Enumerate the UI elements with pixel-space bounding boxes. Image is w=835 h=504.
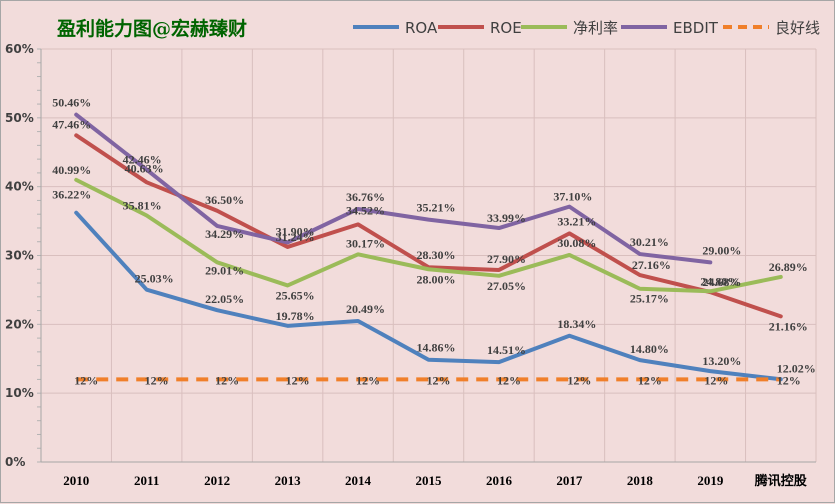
data-label-ROA: 36.22% <box>52 188 91 202</box>
data-label-EBDIT: 35.21% <box>417 201 456 215</box>
data-label-ROA: 19.78% <box>276 309 315 323</box>
data-label-净利率: 25.65% <box>276 288 315 302</box>
chart-title: 盈利能力图@宏赫臻财 <box>56 17 247 40</box>
y-tick-label: 10% <box>5 386 34 400</box>
series-line-EBDIT <box>74 112 713 265</box>
data-label-ROE: 27.90% <box>487 252 526 266</box>
x-axis: 2010 2011 2012 2013 2014 2015 2016 2017 2018 2019… <box>63 473 807 488</box>
x-tick-label: 2019 <box>697 473 724 488</box>
data-label-EBDIT: 30.21% <box>630 235 669 249</box>
series-group <box>74 112 783 382</box>
x-tick-label: 2011 <box>134 473 159 488</box>
data-label-净利率: 30.08% <box>557 236 596 250</box>
data-label-净利率: 35.81% <box>123 199 162 213</box>
y-axis: 0% 10% 20% 30% 40% 50% 60% <box>5 42 34 469</box>
data-label-良好线: 12% <box>704 373 728 387</box>
series-line-ROA <box>74 210 783 382</box>
x-tick-label: 2017 <box>556 473 583 488</box>
data-label-EBDIT: 29.00% <box>702 243 741 257</box>
data-label-净利率: 24.80% <box>700 274 739 288</box>
data-label-良好线: 12% <box>286 373 310 387</box>
data-label-良好线: 12% <box>215 373 239 387</box>
y-tick-label: 30% <box>5 249 34 263</box>
data-label-良好线: 12% <box>777 373 801 387</box>
data-label-ROE: 31.24% <box>276 230 315 244</box>
legend: ROA ROE 净利率 EBDIT 良好线 <box>353 19 820 37</box>
series-line-ROE <box>74 133 783 319</box>
legend-label-良好线: 良好线 <box>775 19 820 37</box>
legend-label-ROA: ROA <box>405 19 438 37</box>
data-label-良好线: 12% <box>427 373 451 387</box>
data-label-ROE: 24.68% <box>702 275 741 289</box>
data-label-EBDIT: 50.46% <box>52 96 91 110</box>
data-label-ROE: 47.46% <box>52 117 91 131</box>
x-tick-label: 2018 <box>627 473 654 488</box>
data-label-良好线: 12% <box>567 373 591 387</box>
data-label-良好线: 12% <box>638 373 662 387</box>
data-label-ROA: 14.80% <box>630 342 669 356</box>
legend-label-ROE: ROE <box>490 19 522 37</box>
data-label-ROA: 14.86% <box>417 341 456 355</box>
data-label-EBDIT: 36.76% <box>346 190 385 204</box>
data-label-ROE: 33.21% <box>557 214 596 228</box>
x-tick-label: 腾讯控股 <box>754 473 807 488</box>
data-label-ROA: 18.34% <box>557 317 596 331</box>
data-label-ROE: 21.16% <box>769 319 808 333</box>
data-label-良好线: 12% <box>497 373 521 387</box>
data-label-净利率: 28.00% <box>417 272 456 286</box>
data-label-ROA: 20.49% <box>346 302 385 316</box>
data-label-EBDIT: 42.46% <box>123 153 162 167</box>
data-label-净利率: 40.99% <box>52 163 91 177</box>
data-label-ROA: 13.20% <box>702 354 741 368</box>
y-tick-label: 40% <box>5 180 34 194</box>
y-tick-label: 0% <box>5 455 25 469</box>
data-label-ROE: 40.63% <box>125 161 164 175</box>
y-tick-label: 50% <box>5 111 34 125</box>
data-label-净利率: 25.17% <box>630 292 669 306</box>
y-tick-label: 60% <box>5 42 34 56</box>
legend-label-EBDIT: EBDIT <box>673 19 719 37</box>
series-line-净利率 <box>74 177 783 294</box>
data-label-良好线: 12% <box>145 373 169 387</box>
legend-label-净利率: 净利率 <box>573 19 618 37</box>
data-label-良好线: 12% <box>74 373 98 387</box>
data-label-净利率: 27.05% <box>487 279 526 293</box>
y-tick-label: 20% <box>5 317 34 331</box>
data-label-ROE: 27.16% <box>632 258 671 272</box>
x-tick-label: 2010 <box>63 473 89 488</box>
data-label-EBDIT: 34.29% <box>205 227 244 241</box>
data-label-ROA: 12.02% <box>777 361 816 375</box>
data-label-良好线: 12% <box>356 373 380 387</box>
data-label-ROA: 22.05% <box>205 292 244 306</box>
data-label-EBDIT: 33.99% <box>487 211 526 225</box>
grid-lines <box>37 48 817 463</box>
x-tick-label: 2013 <box>275 473 302 488</box>
x-tick-label: 2012 <box>204 473 230 488</box>
x-tick-label: 2016 <box>486 473 513 488</box>
data-label-EBDIT: 31.90% <box>276 224 315 238</box>
data-label-ROE: 28.30% <box>417 248 456 262</box>
data-label-净利率: 26.89% <box>769 260 808 274</box>
data-labels: 36.22% 25.03% 22.05% 19.78% 20.49% 14.86% 14.5… <box>52 96 816 388</box>
x-tick-label: 2014 <box>345 473 372 488</box>
data-label-ROE: 36.50% <box>205 193 244 207</box>
data-label-ROA: 25.03% <box>135 272 174 286</box>
data-label-ROE: 34.52% <box>346 203 385 217</box>
x-tick-label: 2015 <box>416 473 443 488</box>
data-label-净利率: 30.17% <box>346 236 385 250</box>
data-label-ROA: 14.51% <box>487 343 526 357</box>
data-label-EBDIT: 37.10% <box>553 190 592 204</box>
data-label-净利率: 29.01% <box>205 263 244 277</box>
